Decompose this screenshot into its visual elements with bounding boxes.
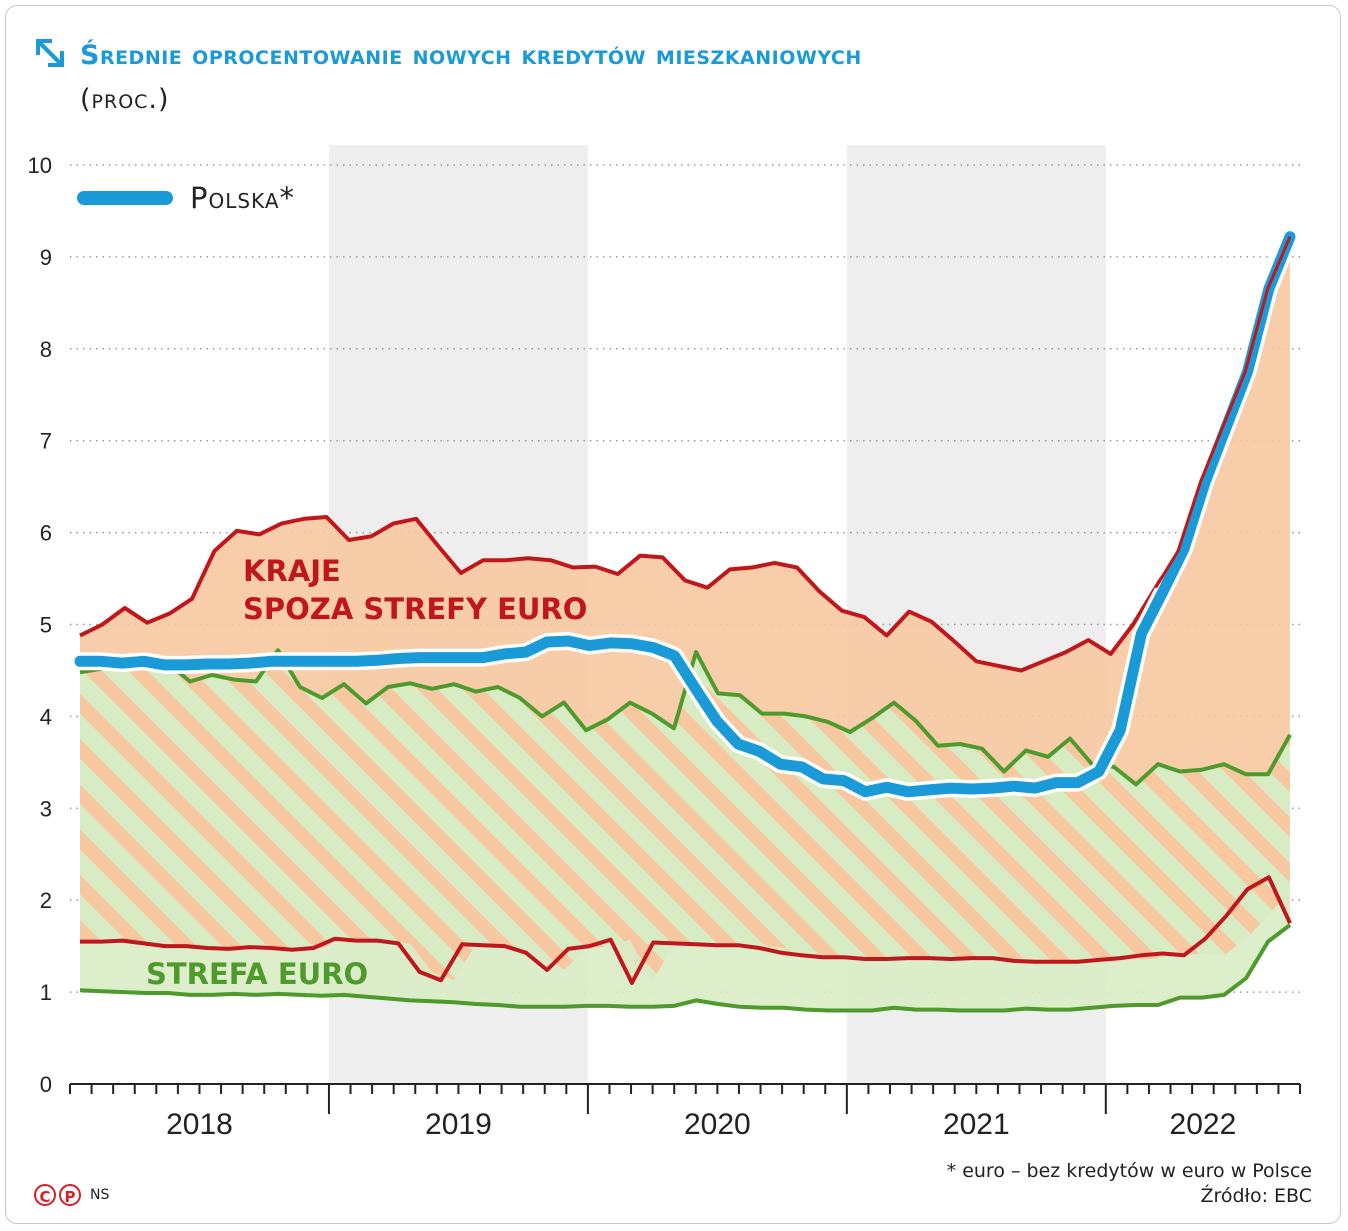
x-tick-label-2021: 2021 (943, 1108, 1010, 1141)
annotation-euro: STREFA EURO (146, 957, 368, 991)
series-line-non-euro-lower (80, 875, 1292, 985)
y-tick-label-9: 9 (40, 245, 52, 270)
series-line-euro-lower (79, 923, 1292, 1013)
series-line-non-euro-tail (1154, 236, 1292, 589)
chart-subtitle: (proc.) (80, 84, 170, 115)
annotation-non-euro-line1: KRAJE (243, 554, 341, 588)
y-tick-label-6: 6 (40, 521, 52, 546)
annotation-non-euro-line2: SPOZA STREFY EURO (243, 592, 587, 626)
author-initials: NS (90, 1187, 110, 1203)
y-tick-label-0: 0 (40, 1072, 52, 1097)
chart-title: Średnie oprocentowanie nowych kredytów m… (80, 39, 862, 71)
legend-label-polska: Polska* (190, 181, 295, 215)
y-tick-label-8: 8 (40, 337, 52, 362)
y-tick-label-7: 7 (40, 429, 52, 454)
brand-logo: C P NS (34, 1184, 109, 1206)
footnote: * euro – bez kredytów w euro w Polsce (946, 1160, 1312, 1182)
x-tick-label-2019: 2019 (425, 1108, 492, 1141)
x-tick-label-2020: 2020 (684, 1108, 751, 1141)
chart-frame (5, 5, 1341, 1224)
y-tick-label-3: 3 (40, 796, 52, 821)
copyright-p-icon: P (59, 1184, 81, 1206)
x-tick-label-2022: 2022 (1170, 1108, 1237, 1141)
source-note: Źródło: EBC (1200, 1185, 1312, 1207)
overlap-hatch (80, 650, 1290, 983)
y-tick-label-4: 4 (40, 704, 52, 729)
y-tick-label-2: 2 (40, 888, 52, 913)
y-tick-label-1: 1 (40, 980, 52, 1005)
copyright-c-icon: C (34, 1184, 56, 1206)
y-tick-label-5: 5 (40, 613, 52, 638)
series-line-non-euro-upper (79, 235, 1292, 673)
title-row: Średnie oprocentowanie nowych kredytów m… (30, 30, 862, 80)
y-tick-label-10: 10 (28, 153, 52, 178)
arrow-down-right-icon (36, 39, 64, 67)
series-line-polska (74, 231, 1296, 798)
x-tick-label-2018: 2018 (166, 1108, 233, 1141)
